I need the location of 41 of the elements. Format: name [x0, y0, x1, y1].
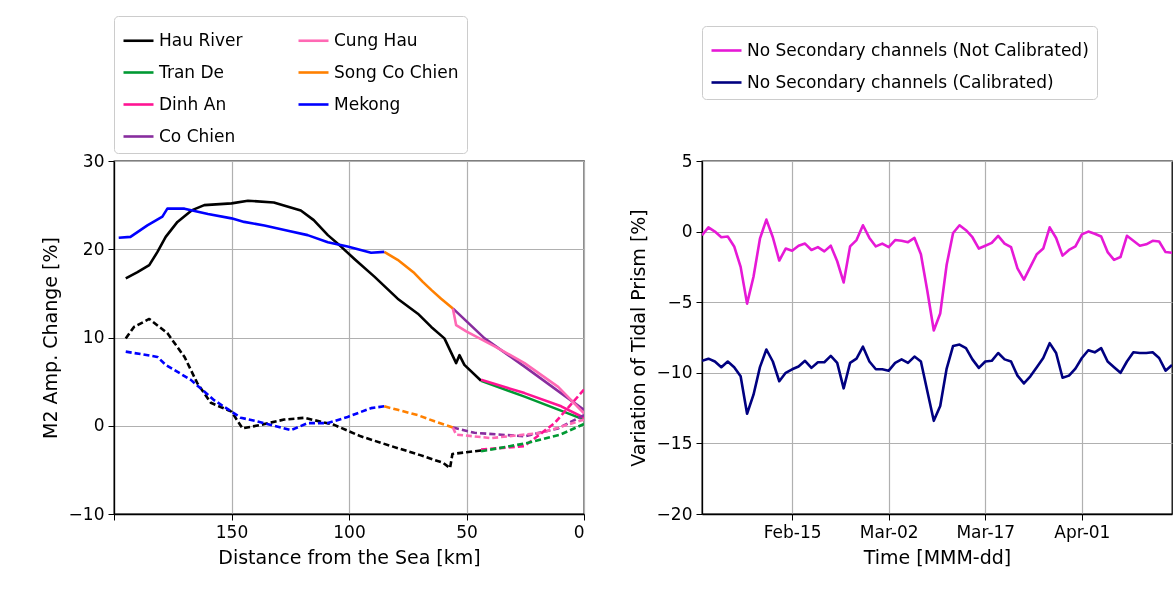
legend-label: Song Co Chien: [334, 61, 459, 82]
legend-label: Co Chien: [159, 125, 236, 146]
x-axis-title: Distance from the Sea [km]: [218, 545, 481, 568]
x-tick-label: 0: [573, 521, 585, 542]
x-tick-label: 150: [215, 521, 249, 542]
legend-label: Cung Hau: [334, 29, 418, 50]
y-tick-label: 30: [82, 150, 105, 171]
x-tick-label: Mar-02: [859, 521, 919, 542]
legend-label: Hau River: [159, 29, 243, 50]
y-tick-label: −5: [667, 291, 693, 312]
x-axis-title: Time [MMM-dd]: [862, 545, 1012, 568]
y-tick-label: 0: [681, 221, 693, 242]
line-series: [451, 418, 584, 440]
line-series: [124, 199, 483, 383]
line-series: [382, 405, 455, 429]
y-tick-label: −10: [68, 503, 105, 524]
y-tick-label: −15: [656, 432, 693, 453]
y-tick-label: 5: [681, 150, 693, 171]
legend-label: Dinh An: [159, 93, 227, 114]
y-tick-label: −10: [656, 362, 693, 383]
legend-label: No Secondary channels (Not Calibrated): [747, 39, 1089, 60]
y-tick-label: 20: [82, 238, 105, 259]
legend-label: Mekong: [334, 93, 401, 114]
x-tick-label: Mar-17: [956, 521, 1016, 542]
line-series: [117, 207, 386, 255]
y-tick-label: 10: [82, 327, 105, 347]
y-axis-title: M2 Amp. Change [%]: [38, 237, 61, 439]
x-tick-label: 50: [456, 521, 478, 542]
legend-label: No Secondary channels (Calibrated): [747, 71, 1054, 92]
line-series: [124, 350, 386, 432]
y-tick-label: −20: [656, 503, 693, 524]
line-series: [479, 422, 584, 453]
line-series: [382, 250, 455, 310]
y-axis-title: Variation of Tidal Prism [%]: [626, 209, 649, 467]
x-tick-label: Apr-01: [1054, 521, 1111, 542]
x-tick-label: Feb-15: [763, 521, 822, 542]
y-tick-label: 0: [93, 415, 105, 436]
line-series: [124, 317, 483, 470]
line-series: [451, 413, 584, 438]
x-tick-label: 100: [333, 521, 366, 542]
legend-label: Tran De: [158, 61, 225, 82]
